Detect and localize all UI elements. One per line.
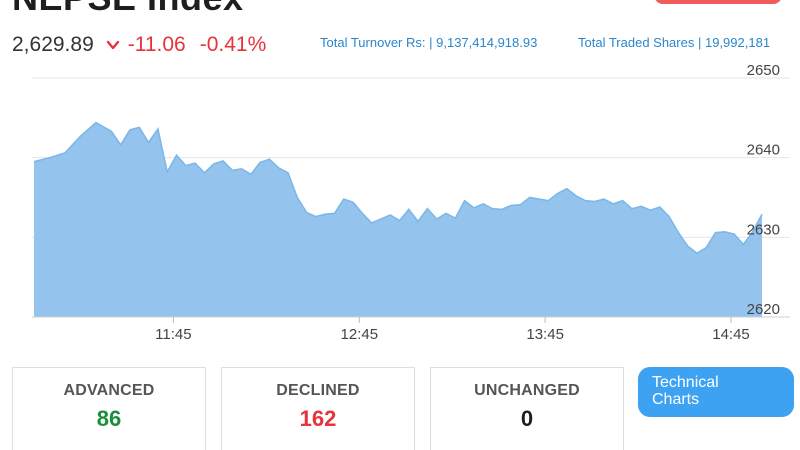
x-tick-label: 12:45: [341, 326, 379, 343]
y-tick-label: 2640: [747, 142, 780, 159]
unchanged-card: UNCHANGED 0: [430, 367, 624, 450]
traded-shares-stat: Total Traded Shares | 19,992,181: [578, 35, 770, 50]
index-quote: 2,629.89 -11.06 -0.41%: [12, 30, 266, 60]
advanced-count: 86: [96, 406, 122, 431]
unchanged-count: 0: [520, 406, 534, 431]
index-value: 2,629.89: [12, 33, 94, 56]
y-tick-label: 2650: [747, 62, 780, 79]
turnover-value: 9,137,414,918.93: [436, 35, 538, 50]
turnover-stat: Total Turnover Rs: | 9,137,414,918.93: [320, 35, 537, 50]
separator: |: [429, 35, 437, 50]
series-line: [33, 121, 763, 255]
index-change-percent: -0.41%: [199, 33, 267, 56]
index-change: -11.06: [127, 33, 186, 56]
declined-count: 162: [299, 406, 337, 431]
y-tick-label: 2620: [747, 301, 780, 318]
page-title: NEPSE Index: [12, 0, 244, 18]
declined-label: DECLINED: [276, 382, 360, 399]
unchanged-label: UNCHANGED: [474, 382, 580, 399]
chart-series: [33, 121, 763, 317]
technical-charts-label-line2: Charts: [652, 391, 700, 408]
declined-card: DECLINED 162: [221, 367, 415, 450]
chevron-down-icon: [106, 40, 119, 50]
advanced-label: ADVANCED: [63, 382, 155, 399]
traded-shares-label: Total Traded Shares: [578, 35, 695, 50]
traded-shares-value: 19,992,181: [704, 35, 771, 50]
header-action-button[interactable]: [654, 0, 782, 4]
x-tick-label: 14:45: [712, 326, 750, 343]
separator: |: [697, 35, 705, 50]
index-intraday-chart[interactable]: 2620 2630 2640 2650 11:45 12:45 13:45 14:45: [0, 62, 800, 352]
advanced-card: ADVANCED 86: [12, 367, 206, 450]
chart-axes: 2620 2630 2640 2650 11:45 12:45 13:45 14:45: [32, 62, 790, 343]
technical-charts-button[interactable]: Technical Charts: [638, 367, 794, 417]
technical-charts-label-line1: Technical: [652, 374, 719, 391]
x-tick-label: 11:45: [155, 326, 191, 343]
turnover-label: Total Turnover Rs:: [320, 35, 426, 50]
x-tick-label: 13:45: [526, 326, 564, 343]
y-tick-label: 2630: [747, 221, 780, 238]
